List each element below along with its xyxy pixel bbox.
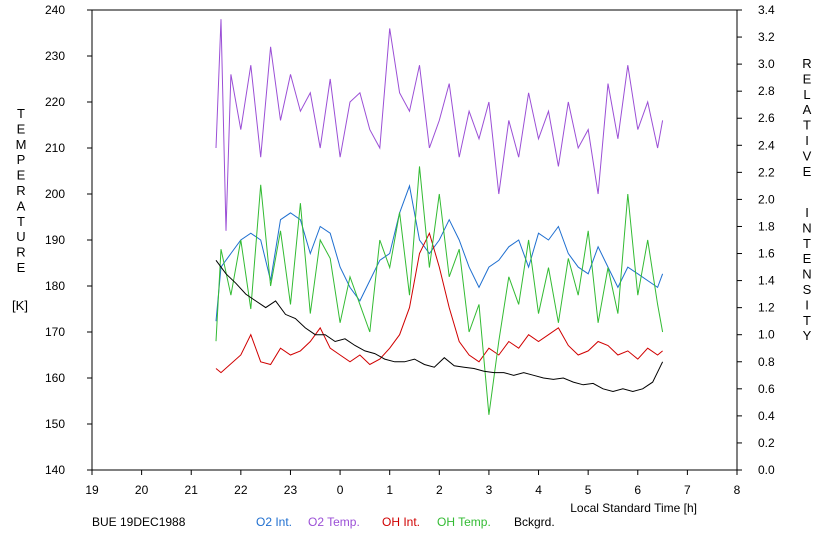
left-tick-label: 220 xyxy=(45,95,65,109)
right-axis-label-letter: T xyxy=(803,236,811,251)
right-tick-label: 0.4 xyxy=(758,409,775,423)
right-axis-label-letter: V xyxy=(803,148,812,163)
right-axis-label-letter: N xyxy=(802,220,811,235)
left-axis-label-letter: E xyxy=(17,121,26,136)
right-tick-label: 0.8 xyxy=(758,355,775,369)
right-tick-label: 1.4 xyxy=(758,274,775,288)
station-label: BUE 19DEC1988 xyxy=(92,515,186,529)
right-tick-label: 2.2 xyxy=(758,165,775,179)
legend-entry: O2 Temp. xyxy=(308,515,360,529)
left-axis-label-letter: T xyxy=(17,106,25,121)
legend-entry: OH Int. xyxy=(382,515,420,529)
left-tick-label: 200 xyxy=(45,187,65,201)
right-tick-label: 2.8 xyxy=(758,84,775,98)
right-tick-label: 1.2 xyxy=(758,301,775,315)
x-tick-label: 21 xyxy=(185,483,199,497)
x-axis-label: Local Standard Time [h] xyxy=(570,501,697,515)
right-tick-label: 3.2 xyxy=(758,30,775,44)
left-tick-label: 240 xyxy=(45,3,65,17)
left-axis-label-letter: U xyxy=(16,229,25,244)
legend-entry: Bckgrd. xyxy=(514,515,555,529)
left-axis-label-letter: E xyxy=(17,260,26,275)
right-tick-label: 1.6 xyxy=(758,247,775,261)
right-tick-label: 0.2 xyxy=(758,436,775,450)
right-axis-label-letter: I xyxy=(805,133,809,148)
left-axis-label-letter: T xyxy=(17,214,25,229)
right-axis-label-letter: E xyxy=(803,251,812,266)
series-line-4 xyxy=(215,260,664,393)
right-axis-label-letter: I xyxy=(805,297,809,312)
right-axis-label-letter: R xyxy=(802,56,811,71)
right-axis-label-letter: N xyxy=(802,267,811,282)
x-tick-label: 8 xyxy=(734,483,741,497)
right-axis-label-letter: E xyxy=(803,71,812,86)
plot-frame xyxy=(91,9,738,471)
x-tick-label: 4 xyxy=(535,483,542,497)
left-tick-label: 150 xyxy=(45,417,65,431)
right-axis-label-letter: A xyxy=(803,102,812,117)
right-axis-label-letter: Y xyxy=(803,328,812,343)
right-tick-label: 2.6 xyxy=(758,111,775,125)
right-tick-label: 1.8 xyxy=(758,219,775,233)
x-tick-label: 5 xyxy=(585,483,592,497)
x-tick-label: 23 xyxy=(284,483,298,497)
left-tick-label: 190 xyxy=(45,233,65,247)
right-tick-label: 0.0 xyxy=(758,463,775,477)
x-tick-label: 22 xyxy=(234,483,248,497)
x-tick-label: 2 xyxy=(436,483,443,497)
left-axis-label-letter: M xyxy=(16,137,27,152)
right-tick-label: 2.4 xyxy=(758,138,775,152)
series-line-3 xyxy=(215,166,664,415)
x-tick-label: 0 xyxy=(337,483,344,497)
right-tick-label: 3.4 xyxy=(758,3,775,17)
right-axis-label-letter: I xyxy=(805,205,809,220)
x-tick-label: 20 xyxy=(135,483,149,497)
left-axis-unit: [K] xyxy=(12,298,28,313)
left-tick-label: 160 xyxy=(45,371,65,385)
left-axis-label-letter: P xyxy=(17,152,26,167)
x-tick-label: 3 xyxy=(486,483,493,497)
left-tick-label: 170 xyxy=(45,325,65,339)
series-line-2 xyxy=(215,231,663,374)
right-axis-label-letter: L xyxy=(803,87,810,102)
left-tick-label: 140 xyxy=(45,463,65,477)
left-axis-label-letter: E xyxy=(17,168,26,183)
left-axis-label-letter: A xyxy=(17,198,26,213)
right-tick-label: 0.6 xyxy=(758,382,775,396)
right-axis-label-letter: S xyxy=(803,282,812,297)
x-tick-label: 1 xyxy=(386,483,393,497)
left-tick-label: 210 xyxy=(45,141,65,155)
legend-entry: OH Temp. xyxy=(437,515,491,529)
right-axis-label-letter: T xyxy=(803,118,811,133)
right-axis-label-letter: T xyxy=(803,313,811,328)
left-tick-label: 230 xyxy=(45,49,65,63)
right-tick-label: 1.0 xyxy=(758,328,775,342)
x-tick-label: 19 xyxy=(85,483,99,497)
left-axis-label-letter: R xyxy=(16,245,25,260)
right-tick-label: 3.0 xyxy=(758,57,775,71)
legend-entry: O2 Int. xyxy=(256,515,292,529)
left-axis-label-letter: R xyxy=(16,183,25,198)
right-axis-label-letter: E xyxy=(803,164,812,179)
left-tick-label: 180 xyxy=(45,279,65,293)
series-line-1 xyxy=(215,19,664,231)
right-tick-label: 2.0 xyxy=(758,192,775,206)
x-tick-label: 7 xyxy=(684,483,691,497)
x-tick-label: 6 xyxy=(634,483,641,497)
